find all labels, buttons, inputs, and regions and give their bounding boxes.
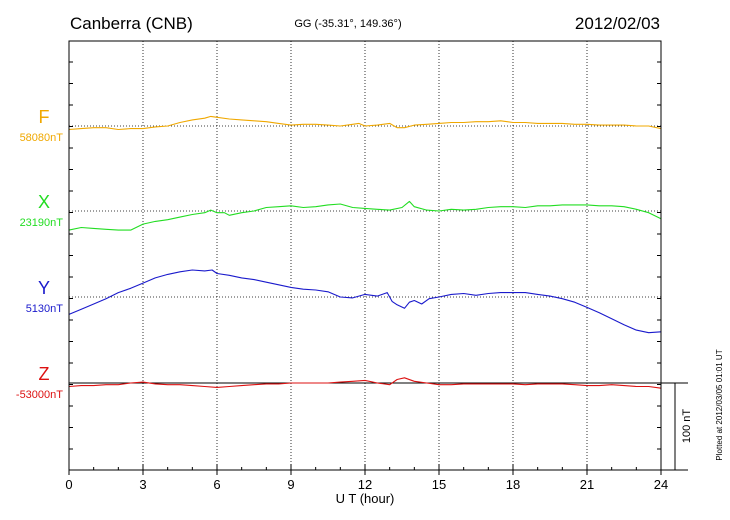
x-tick-label: 12 <box>358 477 372 492</box>
coordinates-label: GG (-35.31°, 149.36°) <box>294 18 401 30</box>
series-name-f: F <box>39 107 50 127</box>
axis-ticks: 0 3 6 9 12 15 18 21 24 <box>65 61 668 492</box>
baseline-value-y: 5130nT <box>26 303 64 315</box>
x-tick-label: 24 <box>654 477 668 492</box>
date-label: 2012/02/03 <box>575 14 660 33</box>
x-tick-label: 9 <box>287 477 294 492</box>
scale-bar-label: 100 nT <box>681 409 693 444</box>
x-tick-label: 21 <box>580 477 594 492</box>
baseline-value-z: -53000nT <box>16 389 63 401</box>
scale-bar: 100 nT <box>661 382 693 471</box>
baseline-lines <box>69 125 661 384</box>
series-name-x: X <box>38 192 50 212</box>
grid-lines <box>142 41 588 470</box>
series-line-z <box>68 377 662 389</box>
baseline-value-x: 23190nT <box>20 217 64 229</box>
x-axis-label: U T (hour) <box>336 491 395 506</box>
x-tick-label: 15 <box>432 477 446 492</box>
station-title: Canberra (CNB) <box>70 14 193 33</box>
plotted-timestamp: Plotted at 2012/03/05 01:01 UT <box>715 349 724 460</box>
x-tick-label: 0 <box>65 477 72 492</box>
plot-frame <box>68 40 662 471</box>
series-labels: F 58080nT X 23190nT Y 5130nT Z -53000nT <box>16 107 63 401</box>
x-tick-label: 18 <box>506 477 520 492</box>
series-name-z: Z <box>39 364 50 384</box>
series-line-y <box>68 269 662 334</box>
x-tick-label: 6 <box>213 477 220 492</box>
series-line-f <box>68 115 662 131</box>
x-tick-label: 3 <box>139 477 146 492</box>
series-name-y: Y <box>38 278 50 298</box>
series-lines <box>68 115 662 389</box>
series-line-x <box>68 200 662 231</box>
baseline-value-f: 58080nT <box>20 132 64 144</box>
